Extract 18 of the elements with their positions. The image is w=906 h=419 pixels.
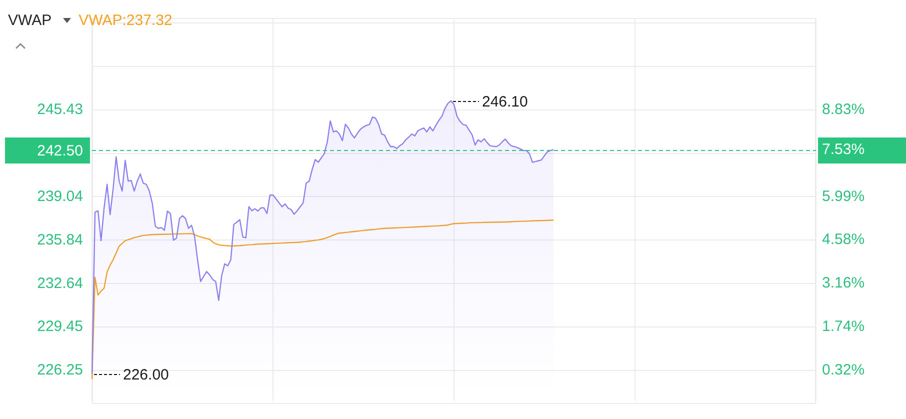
y-tick-label: 226.25 — [37, 362, 83, 379]
annotation: 246.10 — [482, 94, 528, 111]
y2-tick-label: 5.99% — [822, 188, 865, 205]
y-tick-label: 239.04 — [37, 188, 83, 205]
y2-tick-label: 7.53% — [822, 140, 865, 158]
chart-title: VWAP — [8, 12, 52, 30]
y2-tick-label: 1.74% — [822, 318, 865, 336]
y2-tick-label: 3.16% — [822, 274, 865, 292]
ref-line-label: 242.50 — [37, 142, 83, 160]
y-tick-label: 235.84 — [37, 231, 83, 248]
y-tick-label: 229.45 — [37, 318, 83, 336]
annotation: 226.00 — [123, 366, 169, 384]
y2-tick-label: 0.32% — [822, 362, 865, 379]
y2-tick-label: 8.83% — [822, 100, 865, 118]
text: VWAP:237.32 — [78, 12, 172, 30]
y2-tick-label: 4.58% — [822, 231, 865, 248]
y-tick-label: 232.64 — [37, 274, 83, 292]
y-tick-label: 245.43 — [37, 101, 83, 118]
